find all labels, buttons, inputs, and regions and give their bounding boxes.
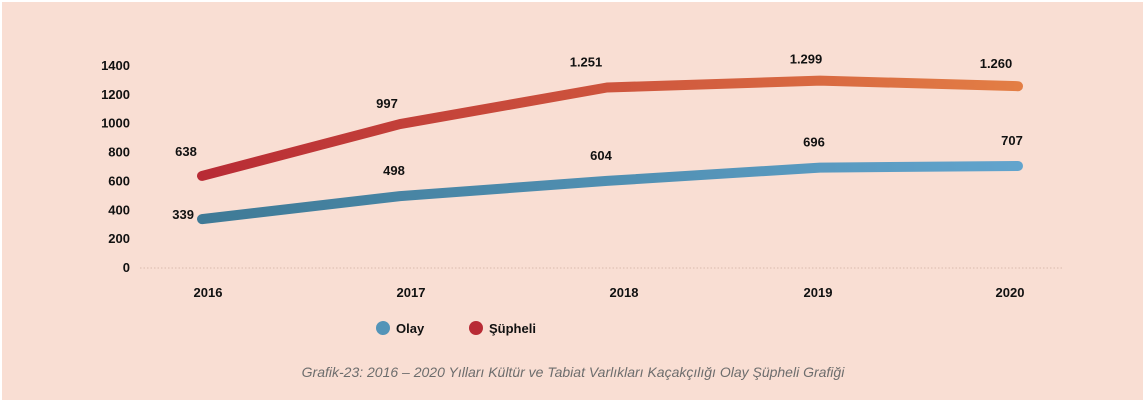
x-tick-label: 2020 <box>996 285 1025 300</box>
y-tick-label: 600 <box>108 173 130 188</box>
y-tick-label: 1200 <box>101 87 130 102</box>
data-label-olay: 604 <box>590 148 612 163</box>
y-axis: 0 200 400 600 800 1000 1200 1400 <box>101 58 130 275</box>
y-tick-label: 1000 <box>101 116 130 131</box>
x-tick-label: 2018 <box>610 285 639 300</box>
series-lines <box>197 75 1023 225</box>
legend-label: Şüpheli <box>489 321 536 336</box>
legend-label: Olay <box>396 321 425 336</box>
data-label-supheli: 1.251 <box>570 54 603 69</box>
y-tick-label: 400 <box>108 202 130 217</box>
data-label-supheli: 1.299 <box>790 52 823 67</box>
series-line-olay <box>197 161 1023 225</box>
legend-marker-olay <box>376 321 390 335</box>
chart-caption: Grafik-23: 2016 – 2020 Yılları Kültür ve… <box>301 364 845 380</box>
data-label-supheli: 638 <box>175 144 197 159</box>
x-tick-label: 2016 <box>194 285 223 300</box>
data-label-olay: 696 <box>803 135 825 150</box>
legend-marker-supheli <box>469 321 483 335</box>
y-tick-label: 200 <box>108 231 130 246</box>
y-tick-label: 800 <box>108 145 130 160</box>
y-tick-label: 1400 <box>101 58 130 73</box>
data-label-olay: 707 <box>1001 133 1023 148</box>
data-label-olay: 339 <box>172 207 194 222</box>
x-tick-label: 2017 <box>397 285 426 300</box>
y-tick-label: 0 <box>123 260 130 275</box>
data-label-supheli: 997 <box>376 96 398 111</box>
data-label-supheli: 1.260 <box>980 56 1013 71</box>
x-axis: 2016 2017 2018 2019 2020 <box>194 285 1025 300</box>
data-labels: 339 498 604 696 707 638 997 1.251 1.299 1.260 <box>172 52 1023 223</box>
series-line-supheli <box>197 75 1023 181</box>
legend: Olay Şüpheli <box>376 321 536 336</box>
data-label-olay: 498 <box>383 163 405 178</box>
x-tick-label: 2019 <box>804 285 833 300</box>
